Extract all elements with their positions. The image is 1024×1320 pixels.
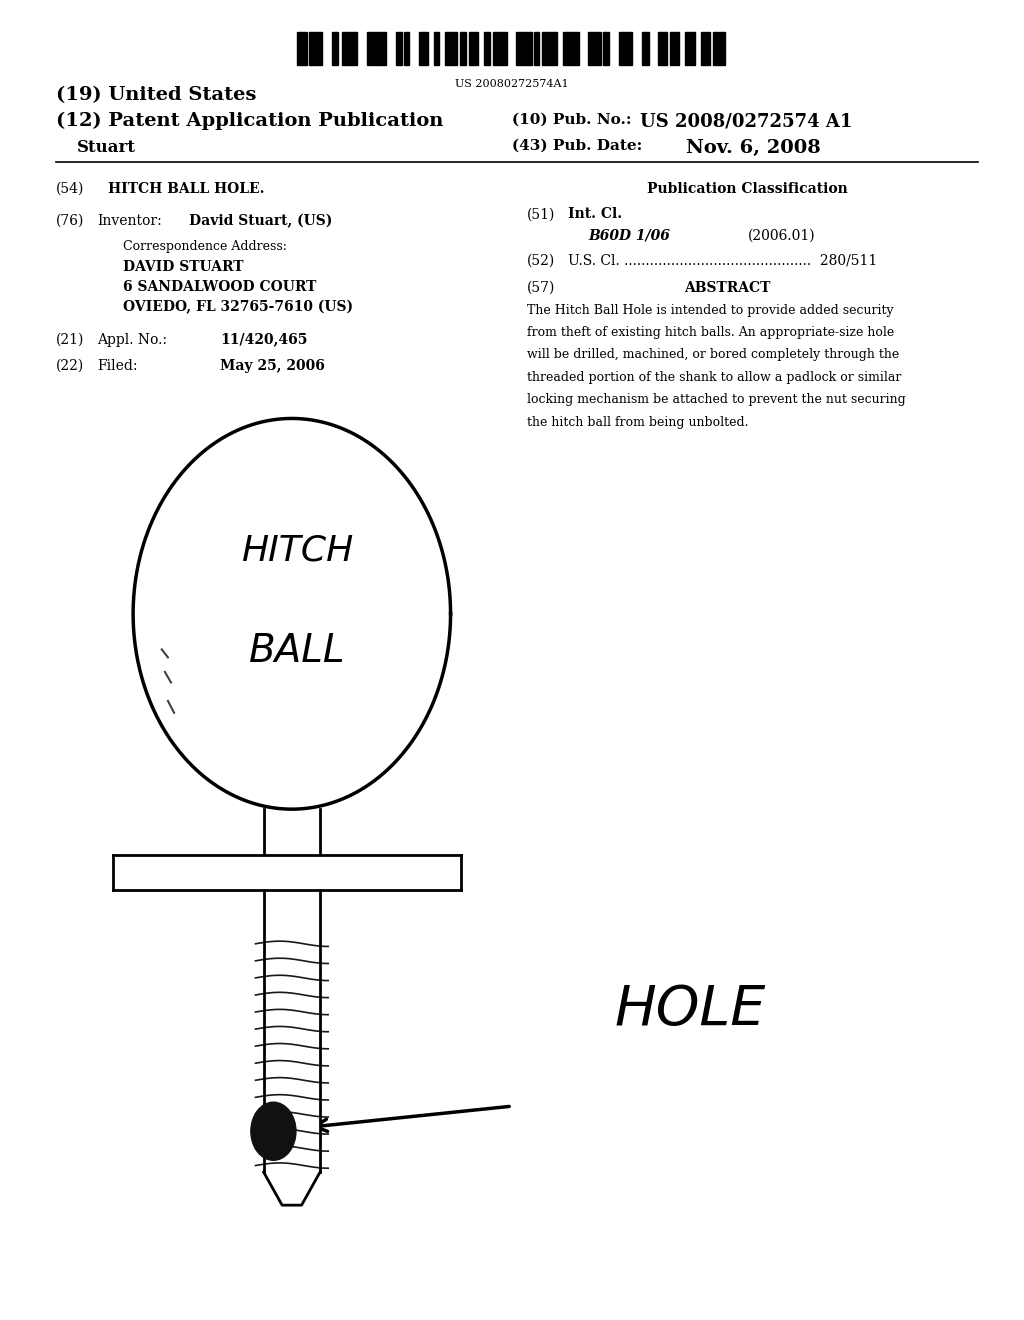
Bar: [516, 32, 526, 65]
Text: (76): (76): [56, 214, 85, 228]
Circle shape: [251, 1102, 296, 1160]
Text: US 20080272574A1: US 20080272574A1: [456, 79, 568, 88]
Bar: [425, 32, 428, 65]
Bar: [452, 32, 457, 65]
Bar: [497, 32, 507, 65]
Text: David Stuart, (US): David Stuart, (US): [189, 214, 333, 228]
Bar: [645, 32, 649, 65]
Text: ABSTRACT: ABSTRACT: [684, 281, 770, 296]
Bar: [665, 32, 667, 65]
Text: DAVID STUART: DAVID STUART: [123, 260, 244, 275]
Bar: [113, 855, 461, 890]
Text: (12) Patent Application Publication: (12) Patent Application Publication: [56, 112, 443, 131]
Bar: [700, 32, 705, 65]
Bar: [404, 32, 407, 65]
Text: HITCH: HITCH: [241, 533, 353, 568]
Text: HITCH BALL HOLE.: HITCH BALL HOLE.: [108, 182, 264, 197]
Text: Publication Classification: Publication Classification: [647, 182, 848, 197]
Text: the hitch ball from being unbolted.: the hitch ball from being unbolted.: [527, 416, 749, 429]
Bar: [494, 32, 497, 65]
Bar: [671, 32, 673, 65]
Bar: [572, 32, 579, 65]
Bar: [715, 32, 725, 65]
Bar: [551, 32, 557, 65]
Bar: [263, 809, 319, 861]
Bar: [445, 32, 452, 65]
Text: (10) Pub. No.:: (10) Pub. No.:: [512, 112, 632, 127]
Bar: [312, 32, 323, 65]
Bar: [309, 32, 312, 65]
Bar: [367, 32, 377, 65]
Text: The Hitch Ball Hole is intended to provide added security: The Hitch Ball Hole is intended to provi…: [527, 304, 894, 317]
Bar: [332, 32, 334, 65]
Bar: [542, 32, 551, 65]
Text: (43) Pub. Date:: (43) Pub. Date:: [512, 139, 642, 153]
Bar: [342, 32, 351, 65]
Text: (21): (21): [56, 333, 85, 347]
Bar: [537, 32, 539, 65]
Bar: [419, 32, 425, 65]
Bar: [398, 32, 401, 65]
Bar: [535, 32, 537, 65]
Text: (57): (57): [527, 281, 556, 296]
Bar: [685, 32, 691, 65]
Bar: [563, 32, 572, 65]
Bar: [395, 32, 398, 65]
Text: (19) United States: (19) United States: [56, 86, 257, 104]
Text: U.S. Cl. ............................................  280/511: U.S. Cl. ...............................…: [568, 253, 878, 268]
Text: Correspondence Address:: Correspondence Address:: [123, 240, 287, 253]
Text: Appl. No.:: Appl. No.:: [97, 333, 167, 347]
Text: locking mechanism be attached to prevent the nut securing: locking mechanism be attached to prevent…: [527, 393, 906, 407]
Text: (51): (51): [527, 207, 556, 222]
Text: BALL: BALL: [249, 632, 345, 669]
Bar: [462, 32, 466, 65]
Bar: [658, 32, 665, 65]
Text: from theft of existing hitch balls. An appropriate-size hole: from theft of existing hitch balls. An a…: [527, 326, 895, 339]
Text: will be drilled, machined, or bored completely through the: will be drilled, machined, or bored comp…: [527, 348, 900, 362]
Bar: [334, 32, 338, 65]
Text: B60D 1/06: B60D 1/06: [589, 228, 671, 243]
Text: May 25, 2006: May 25, 2006: [220, 359, 325, 374]
Text: 6 SANDALWOOD COURT: 6 SANDALWOOD COURT: [123, 280, 316, 294]
Text: (52): (52): [527, 253, 556, 268]
Bar: [469, 32, 472, 65]
Bar: [483, 32, 487, 65]
Bar: [436, 32, 439, 65]
Bar: [618, 32, 623, 65]
Text: Int. Cl.: Int. Cl.: [568, 207, 623, 222]
Bar: [603, 32, 605, 65]
Bar: [526, 32, 531, 65]
Text: Nov. 6, 2008: Nov. 6, 2008: [686, 139, 821, 157]
Bar: [487, 32, 489, 65]
Bar: [472, 32, 477, 65]
Text: Stuart: Stuart: [77, 139, 136, 156]
Bar: [605, 32, 609, 65]
Bar: [351, 32, 357, 65]
Bar: [641, 32, 645, 65]
Bar: [407, 32, 409, 65]
Bar: [434, 32, 436, 65]
Bar: [691, 32, 694, 65]
Bar: [705, 32, 711, 65]
Bar: [673, 32, 679, 65]
Text: Inventor:: Inventor:: [97, 214, 162, 228]
Bar: [460, 32, 462, 65]
Bar: [263, 890, 319, 1205]
Text: threaded portion of the shank to allow a padlock or similar: threaded portion of the shank to allow a…: [527, 371, 902, 384]
Text: Filed:: Filed:: [97, 359, 138, 374]
Text: US 2008/0272574 A1: US 2008/0272574 A1: [640, 112, 852, 131]
Text: HOLE: HOLE: [614, 983, 766, 1036]
Bar: [591, 32, 600, 65]
Bar: [377, 32, 386, 65]
Bar: [713, 32, 715, 65]
Text: (54): (54): [56, 182, 85, 197]
Text: (2006.01): (2006.01): [748, 228, 815, 243]
Bar: [297, 32, 306, 65]
Text: (22): (22): [56, 359, 85, 374]
Bar: [623, 32, 632, 65]
Text: OVIEDO, FL 32765-7610 (US): OVIEDO, FL 32765-7610 (US): [123, 300, 353, 314]
Text: 11/420,465: 11/420,465: [220, 333, 307, 347]
Bar: [589, 32, 591, 65]
